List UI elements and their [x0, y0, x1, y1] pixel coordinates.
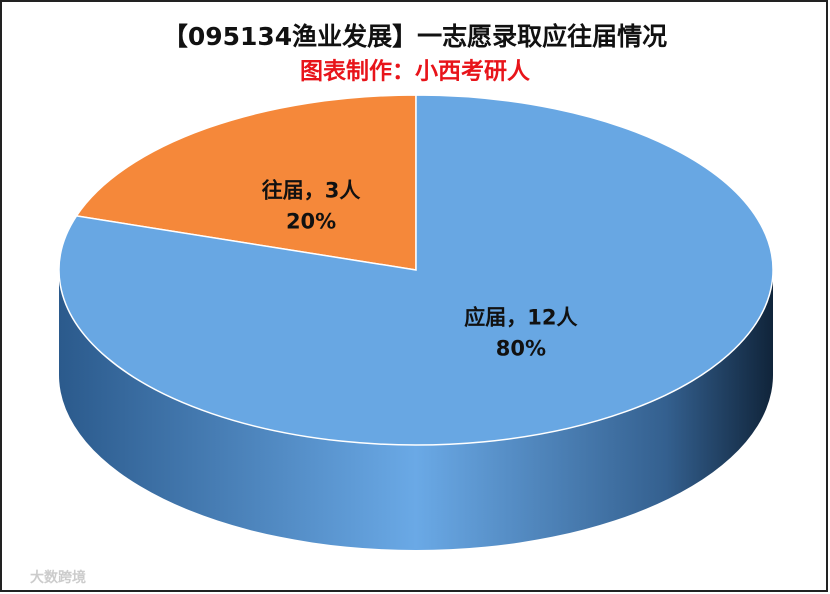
pie-slice	[75, 94, 417, 271]
category-label: 往届	[262, 178, 304, 202]
label-separator: ，	[304, 178, 325, 202]
value-label: 3人	[325, 178, 361, 202]
category-label: 应届	[464, 306, 506, 330]
label-separator: ，	[506, 306, 527, 330]
data-label: 应届，12人	[464, 306, 577, 330]
watermark: 大数跨境	[30, 569, 86, 586]
chart-title: 【095134渔业发展】一志愿录取应往届情况	[163, 22, 667, 51]
data-label: 往届，3人	[262, 178, 361, 202]
percentage-label: 80%	[496, 337, 546, 361]
percentage-label: 20%	[286, 209, 336, 233]
pie-slice	[58, 94, 774, 446]
value-label: 12人	[527, 306, 577, 330]
chart-subtitle: 图表制作：小西考研人	[300, 59, 531, 85]
pie-side	[59, 270, 773, 550]
